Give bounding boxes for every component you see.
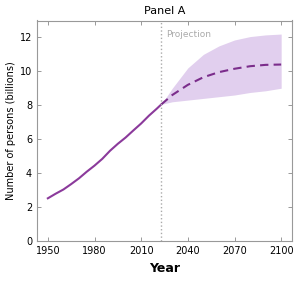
- Y-axis label: Number of persons (billions): Number of persons (billions): [6, 61, 16, 200]
- Text: Projection: Projection: [166, 30, 211, 39]
- X-axis label: Year: Year: [149, 262, 180, 275]
- Title: Panel A: Panel A: [144, 6, 185, 15]
